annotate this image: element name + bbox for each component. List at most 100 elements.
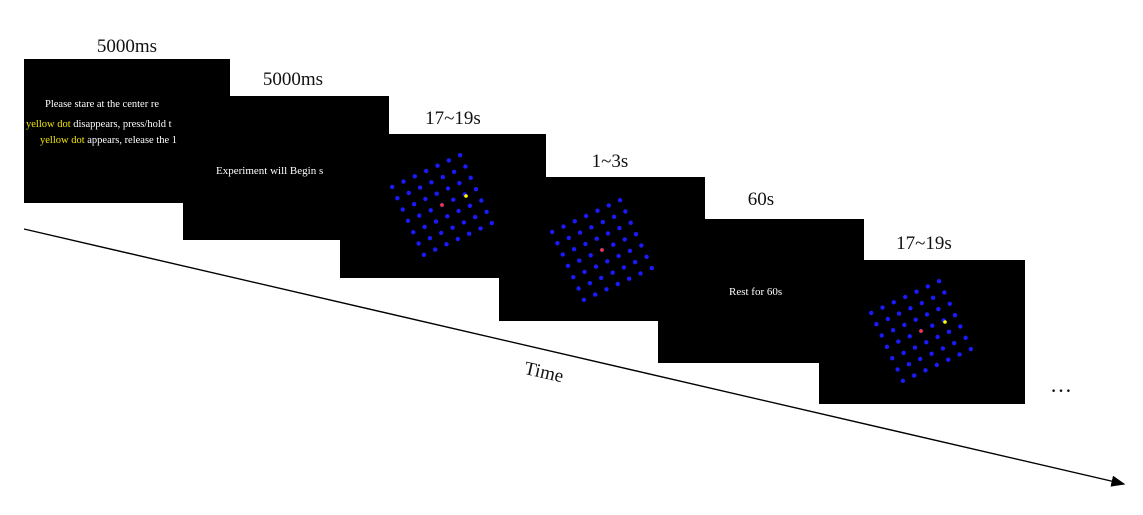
grid-dot (433, 219, 439, 224)
grid-dot (616, 253, 621, 259)
dot-grid (390, 153, 494, 257)
continuation-ellipsis: … (1050, 372, 1073, 397)
grid-dot (869, 310, 874, 316)
grid-dot (446, 158, 451, 163)
rest-text: Rest for 60s (729, 286, 783, 298)
grid-dot (589, 225, 594, 230)
grid-dot (451, 197, 456, 202)
duration-label-3: 17~19s (425, 108, 481, 129)
duration-label-2: 5000ms (262, 69, 324, 90)
grid-dot (902, 322, 907, 328)
grid-dot (940, 346, 946, 351)
dot-grid (869, 279, 973, 383)
grid-dot (968, 346, 973, 352)
grid-dot (560, 252, 565, 257)
grid-dot (395, 196, 400, 201)
instruction-line-1-text: Please stare at the center re (45, 99, 159, 110)
grid-dot (478, 226, 483, 231)
grid-dot (582, 269, 587, 275)
grid-dot (934, 362, 939, 368)
duration-label-5: 60s (747, 189, 775, 210)
grid-dot (599, 275, 604, 281)
fixation-dot (919, 329, 923, 333)
grid-dot (913, 317, 918, 322)
instruction-line-3-text: appears, release the 1 (84, 135, 178, 146)
yellow-dot-phrase: yellow dot (26, 119, 71, 130)
grid-dot (484, 209, 489, 214)
grid-dot (435, 163, 440, 168)
grid-dot (473, 214, 478, 220)
grid-dot (422, 224, 427, 230)
grid-dot (884, 344, 890, 349)
grid-dot (473, 187, 479, 192)
grid-dot (903, 294, 908, 300)
grid-dot (885, 316, 890, 322)
grid-dot (550, 229, 555, 235)
grid-dot (411, 230, 416, 235)
grid-dot (565, 263, 571, 268)
grid-dot (930, 295, 936, 300)
grid-dot (600, 219, 605, 225)
grid-dot (577, 258, 582, 263)
grid-dot (467, 203, 473, 208)
grid-dot (400, 207, 405, 212)
grid-dot (605, 231, 611, 236)
instruction-line-2: yellow dot disappears, press/hold t (26, 117, 172, 133)
grid-dot (561, 224, 566, 229)
grid-dot (891, 300, 896, 305)
dot-grid (550, 198, 654, 302)
grid-dot (925, 284, 930, 289)
grid-dot (622, 237, 627, 242)
grid-dot (617, 198, 623, 203)
grid-dot (584, 213, 589, 219)
grid-dot (445, 214, 450, 219)
grid-dot (895, 367, 900, 372)
grid-dot (639, 243, 644, 248)
grid-dot (593, 292, 598, 297)
grid-dot (874, 322, 879, 327)
grid-dot (611, 214, 617, 219)
grid-dot (649, 265, 654, 271)
grid-dot (633, 232, 639, 237)
grid-dot (572, 219, 577, 224)
grid-dot (924, 312, 930, 317)
grid-dot (906, 362, 912, 367)
duration-label-4: 1~3s (591, 151, 629, 172)
grid-dot (427, 236, 433, 241)
grid-dot (445, 186, 451, 191)
grid-dot (595, 208, 600, 213)
begin-text: Experiment will Begin s (216, 165, 324, 177)
grid-dot (428, 208, 433, 213)
grid-dot (633, 259, 638, 265)
grid-dot (455, 236, 460, 242)
grid-dot (963, 335, 968, 340)
grid-dot (908, 306, 913, 311)
grid-dot (606, 203, 611, 208)
yellow-target-dot (464, 194, 468, 198)
grid-dot (623, 209, 628, 214)
grid-dot (583, 241, 588, 247)
grid-dot (406, 190, 411, 196)
grid-dot (952, 313, 958, 318)
grid-dot (919, 300, 924, 306)
grid-dot (429, 180, 434, 185)
grid-dot (571, 275, 576, 280)
grid-dot (896, 311, 902, 316)
grid-dot (638, 271, 643, 276)
grid-dot (433, 247, 438, 252)
grid-dot (880, 305, 885, 310)
yellow-dot-phrase: yellow dot (40, 135, 85, 146)
grid-dot (576, 286, 581, 291)
grid-dot (610, 270, 615, 275)
fixation-dot (600, 248, 604, 252)
grid-dot (644, 254, 649, 259)
grid-dot (463, 164, 468, 169)
instruction-line-1: Please stare at the center re (45, 97, 159, 113)
grid-dot (896, 339, 901, 344)
grid-dot (479, 198, 484, 203)
grid-dot (390, 184, 395, 190)
grid-dot (451, 169, 457, 174)
grid-dot (489, 220, 494, 226)
grid-dot (611, 242, 616, 247)
grid-dot (424, 168, 429, 174)
